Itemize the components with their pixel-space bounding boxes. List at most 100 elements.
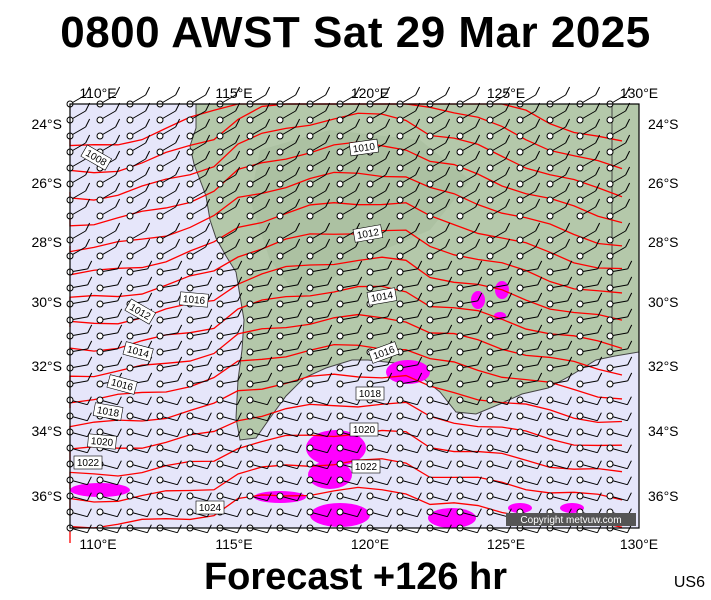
wind-barb <box>246 238 271 260</box>
wind-barb <box>186 412 212 422</box>
wind-barb <box>126 166 151 188</box>
lat-label: 30°S <box>31 294 62 310</box>
wind-barb <box>576 182 601 204</box>
wind-barb <box>186 198 211 220</box>
wind-barb <box>366 166 391 188</box>
wind-barb <box>456 492 482 502</box>
wind-barb <box>396 372 423 388</box>
wind-barb <box>456 476 482 486</box>
wind-barb <box>486 444 512 454</box>
wind-barb <box>276 372 303 388</box>
wind-barb <box>366 412 392 422</box>
wind-barb <box>186 166 211 188</box>
wind-barb <box>456 308 483 324</box>
lon-label: 120°E <box>351 536 389 552</box>
wind-barb <box>156 134 181 156</box>
wind-barb <box>486 276 513 292</box>
wind-barb <box>126 412 152 422</box>
wind-barb <box>246 412 272 422</box>
wind-barb <box>126 460 152 470</box>
lat-label: 36°S <box>648 488 679 504</box>
wind-barb <box>396 260 423 276</box>
wind-barb <box>576 198 601 220</box>
svg-text:1024: 1024 <box>199 503 222 514</box>
copyright-badge: Copyright metvuw.com <box>506 513 636 526</box>
wind-barb <box>126 134 151 156</box>
wind-barb <box>486 150 511 172</box>
isobar-label-1018b: 1018 <box>92 402 124 421</box>
wind-barb <box>576 428 602 438</box>
wind-barb <box>156 118 181 140</box>
wind-barb <box>156 356 183 372</box>
wind-barb <box>456 340 483 356</box>
wind-barb <box>396 492 422 502</box>
wind-barb <box>156 276 183 292</box>
wind-barb <box>486 238 511 260</box>
isobar-label-1012: 1012 <box>352 224 384 243</box>
lat-label: 26°S <box>31 175 62 191</box>
lon-label: 130°E <box>620 536 658 552</box>
isobar-line <box>69 401 623 462</box>
wind-barb <box>426 118 451 140</box>
wind-barb <box>396 292 423 308</box>
wind-barb <box>456 198 481 220</box>
wind-barb <box>126 476 152 486</box>
wind-barb <box>606 102 631 124</box>
wind-barb <box>306 308 333 324</box>
wind-barb <box>366 356 393 372</box>
wind-barb <box>576 324 603 340</box>
wind-barb <box>486 198 511 220</box>
wind-barb <box>516 444 542 454</box>
wind-barb <box>216 198 241 220</box>
wind-barb <box>426 222 451 244</box>
wind-barb <box>516 460 542 470</box>
wind-barb <box>306 102 331 124</box>
wind-barb <box>396 182 421 204</box>
wind-barb <box>276 102 301 124</box>
wind-barb <box>606 150 631 172</box>
wind-barb <box>306 238 331 260</box>
wind-barb <box>276 428 302 438</box>
lon-labels-top: 110°E 115°E 120°E 125°E 130°E <box>79 85 658 101</box>
wind-barb <box>366 118 391 140</box>
wind-barb <box>606 292 633 308</box>
wind-barb <box>216 492 242 502</box>
wind-barb <box>306 340 333 356</box>
wind-barb <box>396 412 422 422</box>
wind-barb <box>426 444 452 454</box>
wind-barb <box>606 182 631 204</box>
lat-label: 26°S <box>648 175 679 191</box>
wind-barb <box>336 182 361 204</box>
wind-barb <box>426 182 451 204</box>
wind-barb <box>516 292 543 308</box>
lat-label: 30°S <box>648 294 679 310</box>
wind-barb <box>96 166 121 188</box>
wind-barb <box>456 134 481 156</box>
wind-barb <box>306 118 331 140</box>
wind-barb <box>306 292 333 308</box>
wind-barb <box>186 444 212 454</box>
wind-barb <box>546 308 573 324</box>
wind-barb <box>246 428 272 438</box>
wind-barb <box>546 166 571 188</box>
wind-barb <box>576 492 602 502</box>
wind-barb <box>546 292 573 308</box>
wind-barb <box>246 396 272 406</box>
wind-barb <box>486 372 513 388</box>
wind-barb <box>306 428 332 438</box>
wind-barb <box>576 308 603 324</box>
wind-barb <box>186 134 211 156</box>
wind-barb <box>456 260 483 276</box>
wind-barb <box>246 508 272 518</box>
wind-barb <box>186 238 211 260</box>
wind-barb <box>396 428 422 438</box>
wind-barb <box>156 292 183 308</box>
isobar-label-1016c: 1016 <box>106 374 138 395</box>
wind-barb <box>126 324 153 340</box>
wind-barb <box>456 356 483 372</box>
wind-barb <box>126 276 153 292</box>
wind-barb <box>276 492 302 502</box>
wind-barb <box>606 396 632 406</box>
wind-barb <box>156 150 181 172</box>
wind-barb <box>276 308 303 324</box>
